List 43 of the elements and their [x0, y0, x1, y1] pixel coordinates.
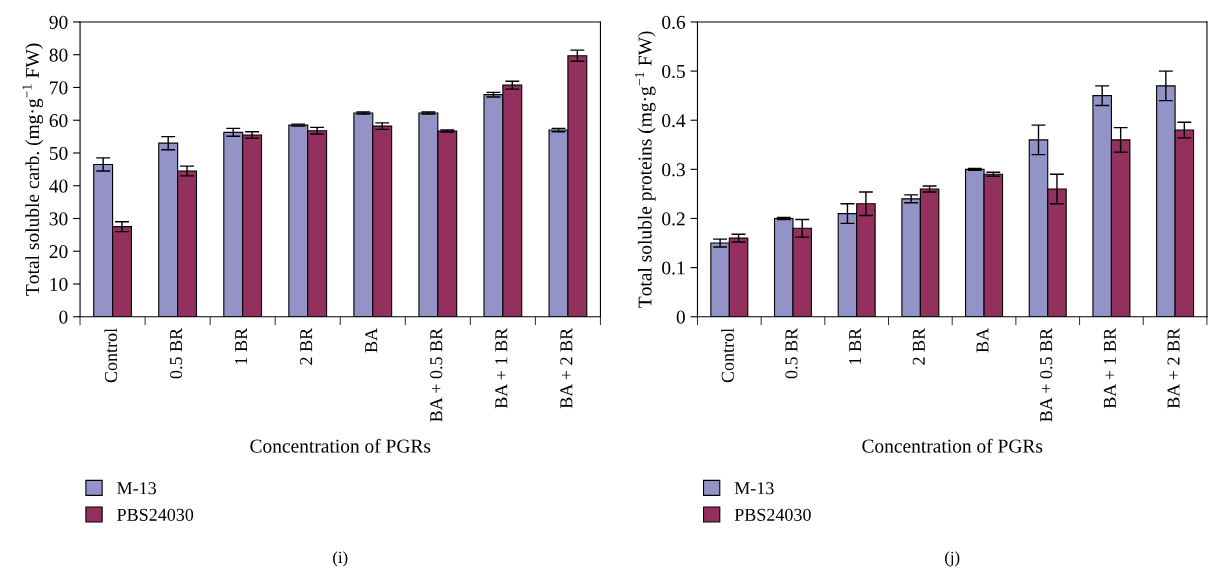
- y-tick-label: 10: [50, 277, 68, 291]
- legend-label: PBS24030: [734, 508, 811, 521]
- legend-label: PBS24030: [117, 508, 194, 521]
- x-tick-label: 1 BR: [235, 327, 248, 364]
- x-tick-label: BA: [976, 327, 989, 353]
- y-tick-label: 40: [49, 179, 68, 193]
- x-tick-label: BA + 2 BR: [1167, 327, 1180, 409]
- x-axis-title: Concentration of PGRs: [250, 438, 431, 453]
- y-tick-label: 0: [59, 310, 68, 324]
- y-tick-label: 90: [49, 15, 68, 29]
- y-tick-label: 80: [49, 48, 68, 62]
- x-tick-label: BA + 2 BR: [560, 327, 573, 409]
- x-tick-label: BA + 0.5 BR: [1040, 327, 1053, 422]
- y-tick-label: 0.4: [662, 114, 686, 128]
- y-tick-label: 0.6: [662, 15, 686, 29]
- y-tick-label: 0: [676, 310, 685, 324]
- x-tick-label: 2 BR: [300, 327, 313, 365]
- y-tick-label: 0.5: [662, 64, 685, 79]
- x-tick-label: BA + 1 BR: [1103, 327, 1116, 409]
- x-tick-label: 2 BR: [912, 327, 925, 365]
- x-tick-label: BA + 0.5 BR: [430, 327, 443, 422]
- text: (j): [945, 551, 960, 567]
- text: (i): [333, 551, 348, 567]
- x-tick-label: Control: [721, 328, 734, 383]
- y-axis-title: Total soluble proteins (mg·g$^{−1}$ FW): [635, 31, 656, 308]
- y-tick-label: 60: [49, 114, 68, 128]
- y-tick-label: 20: [49, 245, 68, 259]
- x-axis-title: Concentration of PGRs: [862, 438, 1043, 453]
- x-tick-label: BA + 1 BR: [495, 327, 508, 409]
- y-axis-title: Total soluble carb. (mg·g$^{−1}$ FW): [22, 43, 44, 296]
- y-tick-label: 0.3: [662, 163, 685, 177]
- x-tick-label: Control: [104, 328, 118, 383]
- y-tick-label: 30: [49, 212, 68, 226]
- y-tick-label: 50: [49, 146, 68, 160]
- legend-label: M-13: [734, 482, 774, 495]
- x-tick-label: 0.5 BR: [785, 327, 798, 379]
- x-tick-label: 0.5 BR: [169, 327, 183, 379]
- y-tick-label: 0.2: [662, 212, 685, 226]
- x-tick-label: BA: [365, 327, 378, 353]
- y-tick-label: 0.1: [662, 261, 685, 275]
- legend-label: M-13: [117, 482, 157, 495]
- y-tick-label: 70: [50, 81, 68, 95]
- x-tick-label: 1 BR: [849, 327, 862, 364]
